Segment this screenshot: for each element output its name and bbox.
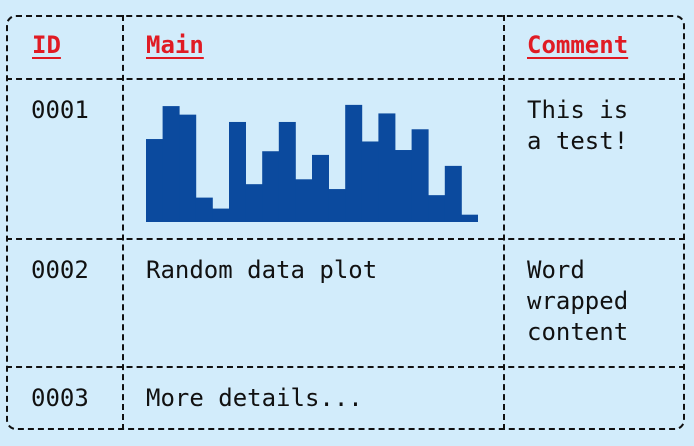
chart-bar (444, 165, 462, 222)
chart-bar (162, 106, 180, 222)
chart-bar (361, 141, 379, 222)
chart-bar (262, 151, 280, 222)
chart-bar (278, 121, 296, 222)
header-main[interactable]: Main (146, 31, 204, 59)
chart-bar (146, 139, 163, 222)
chart-bar (345, 104, 363, 222)
chart-bar (461, 214, 478, 222)
chart-bar (245, 184, 263, 222)
row-divider (6, 78, 685, 80)
column-divider (122, 15, 124, 430)
chart-bar (328, 189, 346, 222)
chart-bar (312, 154, 329, 222)
row-divider (6, 366, 685, 368)
row-2-id: 0002 (31, 256, 89, 284)
header-comment[interactable]: Comment (527, 31, 629, 59)
random-data-bar-chart (146, 104, 478, 222)
chart-bar (411, 129, 429, 222)
chart-bar (428, 195, 446, 222)
chart-bar (229, 121, 246, 222)
row-1-comment: This is a test! (527, 96, 629, 155)
chart-bar (179, 114, 197, 222)
row-2-main: Random data plot (146, 256, 378, 284)
row-3-main: More details... (146, 384, 363, 412)
chart-bar (295, 179, 313, 222)
row-1-id: 0001 (31, 96, 89, 124)
chart-bar (395, 150, 412, 222)
row-3-id: 0003 (31, 384, 89, 412)
chart-bar (212, 208, 230, 222)
row-divider (6, 238, 685, 240)
chart-bar (195, 197, 213, 222)
header-id[interactable]: ID (32, 31, 61, 59)
row-2-comment: Word wrapped content (527, 256, 629, 346)
column-divider (503, 15, 505, 430)
chart-bar (378, 113, 396, 222)
table-frame (6, 15, 685, 430)
